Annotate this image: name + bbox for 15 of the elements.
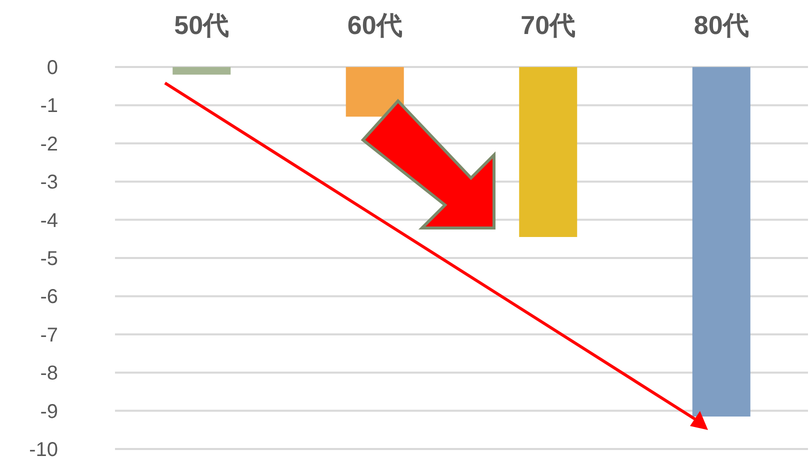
y-tick-label: -7	[40, 324, 58, 346]
y-tick-label: -1	[40, 95, 58, 118]
y-tick-label: -3	[40, 172, 58, 194]
x-tick-label: 60代	[347, 10, 402, 40]
y-tick-label: 0	[46, 57, 58, 79]
x-tick-label: 50代	[174, 10, 230, 40]
y-tick-label: -2	[40, 133, 58, 156]
x-tick-label: 70代	[520, 10, 576, 40]
y-tick-label: -4	[40, 210, 58, 232]
x-tick-label: 80代	[694, 10, 749, 40]
y-tick-label: -10	[29, 439, 58, 461]
y-tick-label: -8	[40, 362, 58, 385]
y-tick-label: -5	[40, 248, 58, 270]
y-tick-label: -9	[40, 400, 58, 423]
y-tick-label: -6	[40, 286, 58, 308]
